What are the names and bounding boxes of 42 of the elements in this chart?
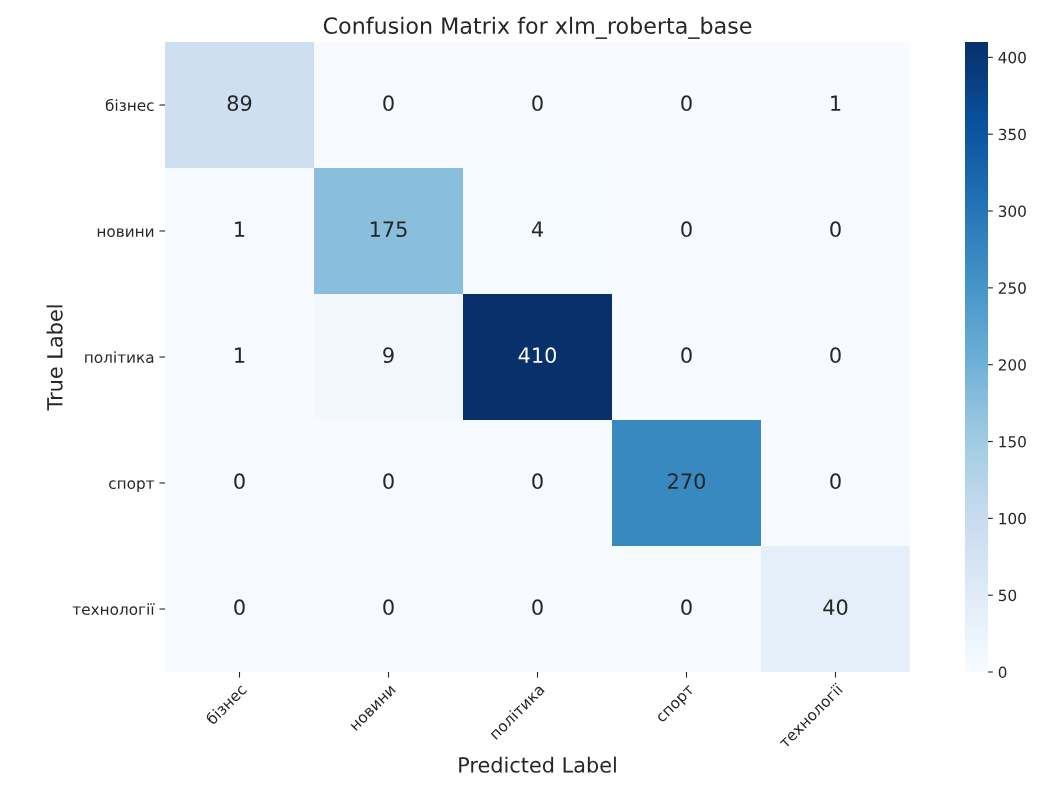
y-axis-title: True Label — [46, 305, 63, 411]
data-label: 0 — [681, 221, 692, 238]
data-label: 410 — [518, 347, 556, 364]
color-bar-label: 250 — [998, 282, 1026, 294]
x-axis-title: Predicted Label — [459, 756, 616, 773]
data-label: 0 — [383, 95, 394, 112]
data-label: 0 — [681, 347, 692, 364]
data-label: 0 — [383, 473, 394, 490]
color-bar-label: 100 — [999, 512, 1026, 525]
color-bar-label: 350 — [998, 128, 1026, 141]
data-label: 1 — [831, 95, 841, 111]
data-label: 1 — [235, 221, 245, 237]
color-bar-label: 50 — [998, 589, 1017, 602]
data-label: 40 — [823, 599, 848, 616]
data-label: 0 — [830, 221, 841, 238]
chart-title: Confusion Matrix for xlm_roberta_base — [323, 16, 752, 39]
data-label: 89 — [227, 95, 252, 112]
y-tick-label: спорт — [109, 480, 155, 492]
y-tick-label: новини — [97, 228, 154, 238]
data-label: 0 — [234, 473, 245, 490]
data-label: 0 — [234, 599, 245, 616]
data-label: 270 — [668, 473, 705, 490]
data-label: 0 — [830, 473, 841, 490]
data-label: 0 — [383, 599, 394, 616]
color-bar-label: 300 — [998, 205, 1026, 218]
data-label: 0 — [532, 473, 543, 490]
y-tick-label: бізнес — [105, 98, 154, 112]
color-bar-label: 200 — [998, 359, 1026, 371]
data-label: 9 — [383, 347, 394, 364]
data-label: 0 — [681, 599, 692, 616]
data-label: 0 — [532, 95, 543, 112]
y-tick-label: політика — [85, 351, 154, 364]
data-label: 1 — [235, 347, 245, 363]
color-bar-label: 0 — [998, 666, 1007, 679]
data-label: 0 — [830, 347, 841, 364]
y-tick-label: технології — [72, 603, 155, 616]
color-bar-label: 150 — [999, 435, 1026, 448]
data-label: 175 — [370, 221, 407, 238]
data-label: 4 — [531, 221, 543, 237]
data-label: 0 — [532, 599, 543, 616]
data-label: 0 — [681, 95, 692, 112]
color-bar-label: 400 — [998, 51, 1026, 64]
